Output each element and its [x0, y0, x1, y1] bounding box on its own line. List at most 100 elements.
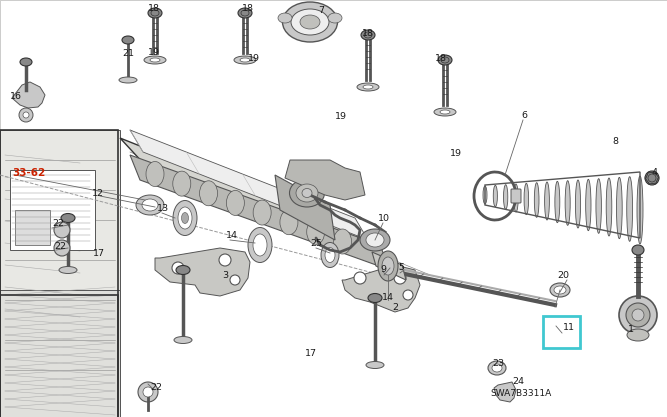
Text: 33-62: 33-62 [12, 168, 45, 178]
Ellipse shape [360, 229, 390, 251]
Ellipse shape [150, 58, 160, 62]
Text: 9: 9 [380, 266, 386, 274]
Circle shape [172, 262, 184, 274]
Polygon shape [130, 155, 390, 270]
Ellipse shape [544, 182, 550, 220]
Ellipse shape [241, 10, 249, 16]
Ellipse shape [302, 188, 312, 198]
FancyBboxPatch shape [511, 189, 521, 203]
Ellipse shape [291, 9, 329, 35]
Ellipse shape [368, 294, 382, 302]
Bar [10, 170, 95, 250]
Ellipse shape [361, 30, 375, 40]
Text: 11: 11 [563, 324, 575, 332]
Bar [0, 130, 118, 417]
Ellipse shape [492, 364, 502, 372]
Text: 2: 2 [392, 304, 398, 312]
Text: 14: 14 [226, 231, 238, 239]
Bar [543, 316, 580, 348]
Text: 12: 12 [92, 188, 104, 198]
Circle shape [23, 112, 29, 118]
Ellipse shape [278, 13, 292, 23]
Polygon shape [342, 265, 420, 312]
Circle shape [354, 272, 366, 284]
Ellipse shape [576, 180, 580, 228]
Ellipse shape [627, 329, 649, 341]
Text: 18: 18 [148, 3, 160, 13]
Ellipse shape [364, 32, 372, 38]
Ellipse shape [226, 191, 244, 216]
Circle shape [19, 108, 33, 122]
Ellipse shape [199, 181, 217, 206]
Ellipse shape [234, 56, 256, 64]
Ellipse shape [296, 184, 318, 202]
Ellipse shape [289, 179, 325, 207]
Text: SWA7B3311A: SWA7B3311A [490, 389, 551, 397]
Ellipse shape [328, 13, 342, 23]
Text: 16: 16 [10, 91, 22, 100]
Ellipse shape [606, 178, 612, 236]
Ellipse shape [173, 201, 197, 236]
Polygon shape [130, 130, 368, 240]
Ellipse shape [321, 243, 339, 267]
Polygon shape [275, 175, 335, 240]
Text: 4: 4 [651, 168, 657, 176]
Ellipse shape [178, 207, 192, 229]
Ellipse shape [565, 181, 570, 225]
Ellipse shape [596, 178, 602, 234]
Ellipse shape [554, 286, 566, 294]
Text: 22: 22 [52, 219, 64, 228]
Ellipse shape [181, 213, 189, 224]
Text: 17: 17 [93, 249, 105, 259]
Polygon shape [120, 138, 390, 265]
Text: 19: 19 [248, 53, 260, 63]
Text: 20: 20 [557, 271, 569, 279]
Ellipse shape [626, 303, 650, 327]
Text: 22: 22 [150, 384, 162, 392]
Text: 25: 25 [310, 239, 322, 248]
Ellipse shape [382, 257, 394, 275]
Ellipse shape [627, 177, 632, 241]
Ellipse shape [142, 199, 158, 211]
Text: 10: 10 [378, 214, 390, 223]
Polygon shape [155, 248, 250, 296]
Text: 7: 7 [318, 5, 324, 15]
Text: 8: 8 [612, 138, 618, 146]
Text: 18: 18 [362, 28, 374, 38]
Ellipse shape [434, 108, 456, 116]
Ellipse shape [378, 251, 398, 281]
Ellipse shape [173, 171, 191, 196]
Text: 21: 21 [122, 48, 134, 58]
Ellipse shape [366, 362, 384, 369]
Ellipse shape [248, 228, 272, 262]
Text: 6: 6 [521, 111, 527, 120]
Ellipse shape [440, 110, 450, 114]
Ellipse shape [534, 183, 539, 217]
Ellipse shape [550, 283, 570, 297]
Ellipse shape [119, 77, 137, 83]
Text: 19: 19 [148, 48, 160, 56]
Ellipse shape [366, 233, 384, 247]
Ellipse shape [441, 57, 449, 63]
Polygon shape [0, 130, 120, 417]
Polygon shape [285, 160, 365, 200]
Text: 3: 3 [222, 271, 228, 279]
Circle shape [54, 222, 70, 238]
Ellipse shape [632, 309, 644, 321]
Ellipse shape [637, 176, 643, 244]
Ellipse shape [148, 8, 162, 18]
Ellipse shape [334, 229, 352, 254]
Ellipse shape [488, 361, 506, 375]
Ellipse shape [253, 234, 267, 256]
Ellipse shape [325, 248, 335, 262]
Ellipse shape [61, 214, 75, 223]
Text: 18: 18 [242, 3, 254, 13]
Ellipse shape [300, 15, 320, 29]
Polygon shape [0, 290, 120, 417]
Ellipse shape [20, 58, 32, 66]
Text: 17: 17 [305, 349, 317, 357]
Bar [15, 210, 50, 245]
Text: 1: 1 [628, 326, 634, 334]
Ellipse shape [586, 179, 591, 231]
Polygon shape [494, 382, 516, 402]
